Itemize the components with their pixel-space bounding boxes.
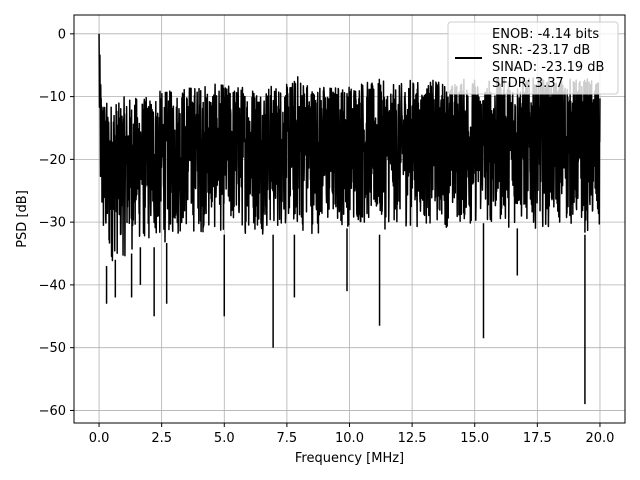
x-tick-label: 2.5	[151, 431, 172, 446]
x-tick-label: 12.5	[398, 431, 427, 446]
legend-entry-snr: SNR: -23.17 dB	[492, 43, 590, 58]
psd-line	[98, 33, 601, 262]
legend: ENOB: -4.14 bits SNR: -23.17 dB SINAD: -…	[447, 21, 619, 95]
x-tick-label: 17.5	[523, 431, 552, 446]
legend-box	[447, 21, 619, 95]
y-tick-label: −40	[39, 278, 66, 293]
x-tick-label: 5.0	[214, 431, 235, 446]
legend-entry-enob: ENOB: -4.14 bits	[492, 27, 599, 42]
y-tick-label: −60	[39, 404, 66, 419]
y-axis-label: PSD [dB]	[15, 190, 30, 248]
y-tick-label: −20	[39, 153, 66, 168]
y-tick-label: −10	[39, 90, 66, 105]
y-tick-label: −30	[39, 216, 66, 231]
x-tick-label: 20.0	[585, 431, 614, 446]
x-tick-label: 7.5	[277, 431, 298, 446]
x-axis-label: Frequency [MHz]	[295, 451, 404, 466]
x-tick-label: 15.0	[460, 431, 489, 446]
y-tick-label: −50	[39, 341, 66, 356]
y-tick-label: 0	[58, 27, 66, 42]
x-tick-label: 0.0	[89, 431, 110, 446]
legend-entry-sinad: SINAD: -23.19 dB	[492, 60, 604, 75]
psd-series	[98, 33, 601, 405]
legend-entry-sfdr: SFDR: 3.37	[492, 76, 564, 91]
axis-ticks: 0.0 2.5 5.0 7.5 10.0 12.5 15.0 17.5 20.0 0 −10 −20 −…	[39, 27, 615, 446]
x-tick-label: 10.0	[335, 431, 364, 446]
